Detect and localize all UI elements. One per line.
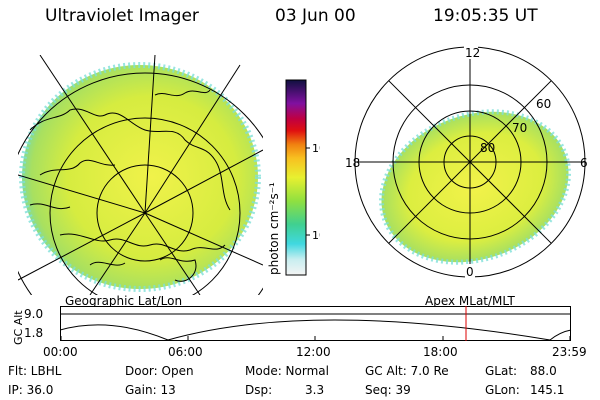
header-date: 03 Jun 00 [275, 6, 356, 26]
filter-info: Flt: LBHL [8, 364, 62, 378]
colorbar: 100 10 photon cm⁻²s⁻¹ [267, 79, 320, 276]
glon-value: 145.1 [530, 383, 565, 397]
mlat-label-70: 70 [512, 121, 527, 135]
mlt-label-6: 6 [580, 156, 588, 170]
time-tick-4: 23:59 [552, 345, 587, 359]
mlt-label-0: 0 [466, 265, 474, 279]
glon-label: GLon: [485, 383, 520, 397]
mlt-label-18: 18 [345, 156, 360, 170]
dsp-label: Dsp: [245, 383, 273, 397]
app-title: Ultraviolet Imager [45, 6, 199, 26]
apex-caption: Apex MLat/MLT [425, 294, 515, 308]
altitude-plot [60, 306, 572, 341]
time-tick-2: 12:00 [296, 345, 331, 359]
glat-value: 88.0 [530, 364, 557, 378]
aurora-emission [22, 65, 258, 289]
header-time: 19:05:35 UT [433, 6, 538, 26]
gain-info: Gain: 13 [125, 383, 176, 397]
mlat-label-80: 80 [480, 141, 495, 155]
mlt-label-12: 12 [465, 46, 480, 60]
time-tick-3: 18:00 [423, 345, 458, 359]
meridian-lines [18, 55, 263, 295]
auroral-oval [381, 111, 569, 263]
geographic-caption: Geographic Lat/Lon [65, 294, 183, 308]
colorbar-unit-label: photon cm⁻²s⁻¹ [267, 182, 281, 275]
coastlines [29, 89, 231, 282]
altitude-tick-high: 9.0 [24, 307, 44, 321]
seq-info: Seq: 39 [365, 383, 411, 397]
door-info: Door: Open [125, 364, 194, 378]
polar-grid [354, 46, 586, 278]
glat-label: GLat: [485, 364, 518, 378]
altitude-tick-low: 1.8 [24, 326, 44, 340]
gc-alt-info: GC Alt: 7.0 Re [365, 364, 449, 378]
time-tick-1: 06:00 [168, 345, 203, 359]
colorbar-tick-100: 100 [312, 142, 320, 155]
mode-info: Mode: Normal [245, 364, 329, 378]
mlat-label-60: 60 [536, 97, 551, 111]
magnetic-polar-plot: 12 6 0 18 60 70 80 [345, 45, 588, 279]
dsp-value: 3.3 [305, 383, 325, 397]
altitude-curve [60, 319, 572, 341]
ip-info: IP: 36.0 [8, 383, 54, 397]
geographic-image [18, 55, 263, 295]
colorbar-tick-10: 10 [312, 229, 320, 242]
time-tick-0: 00:00 [43, 345, 78, 359]
